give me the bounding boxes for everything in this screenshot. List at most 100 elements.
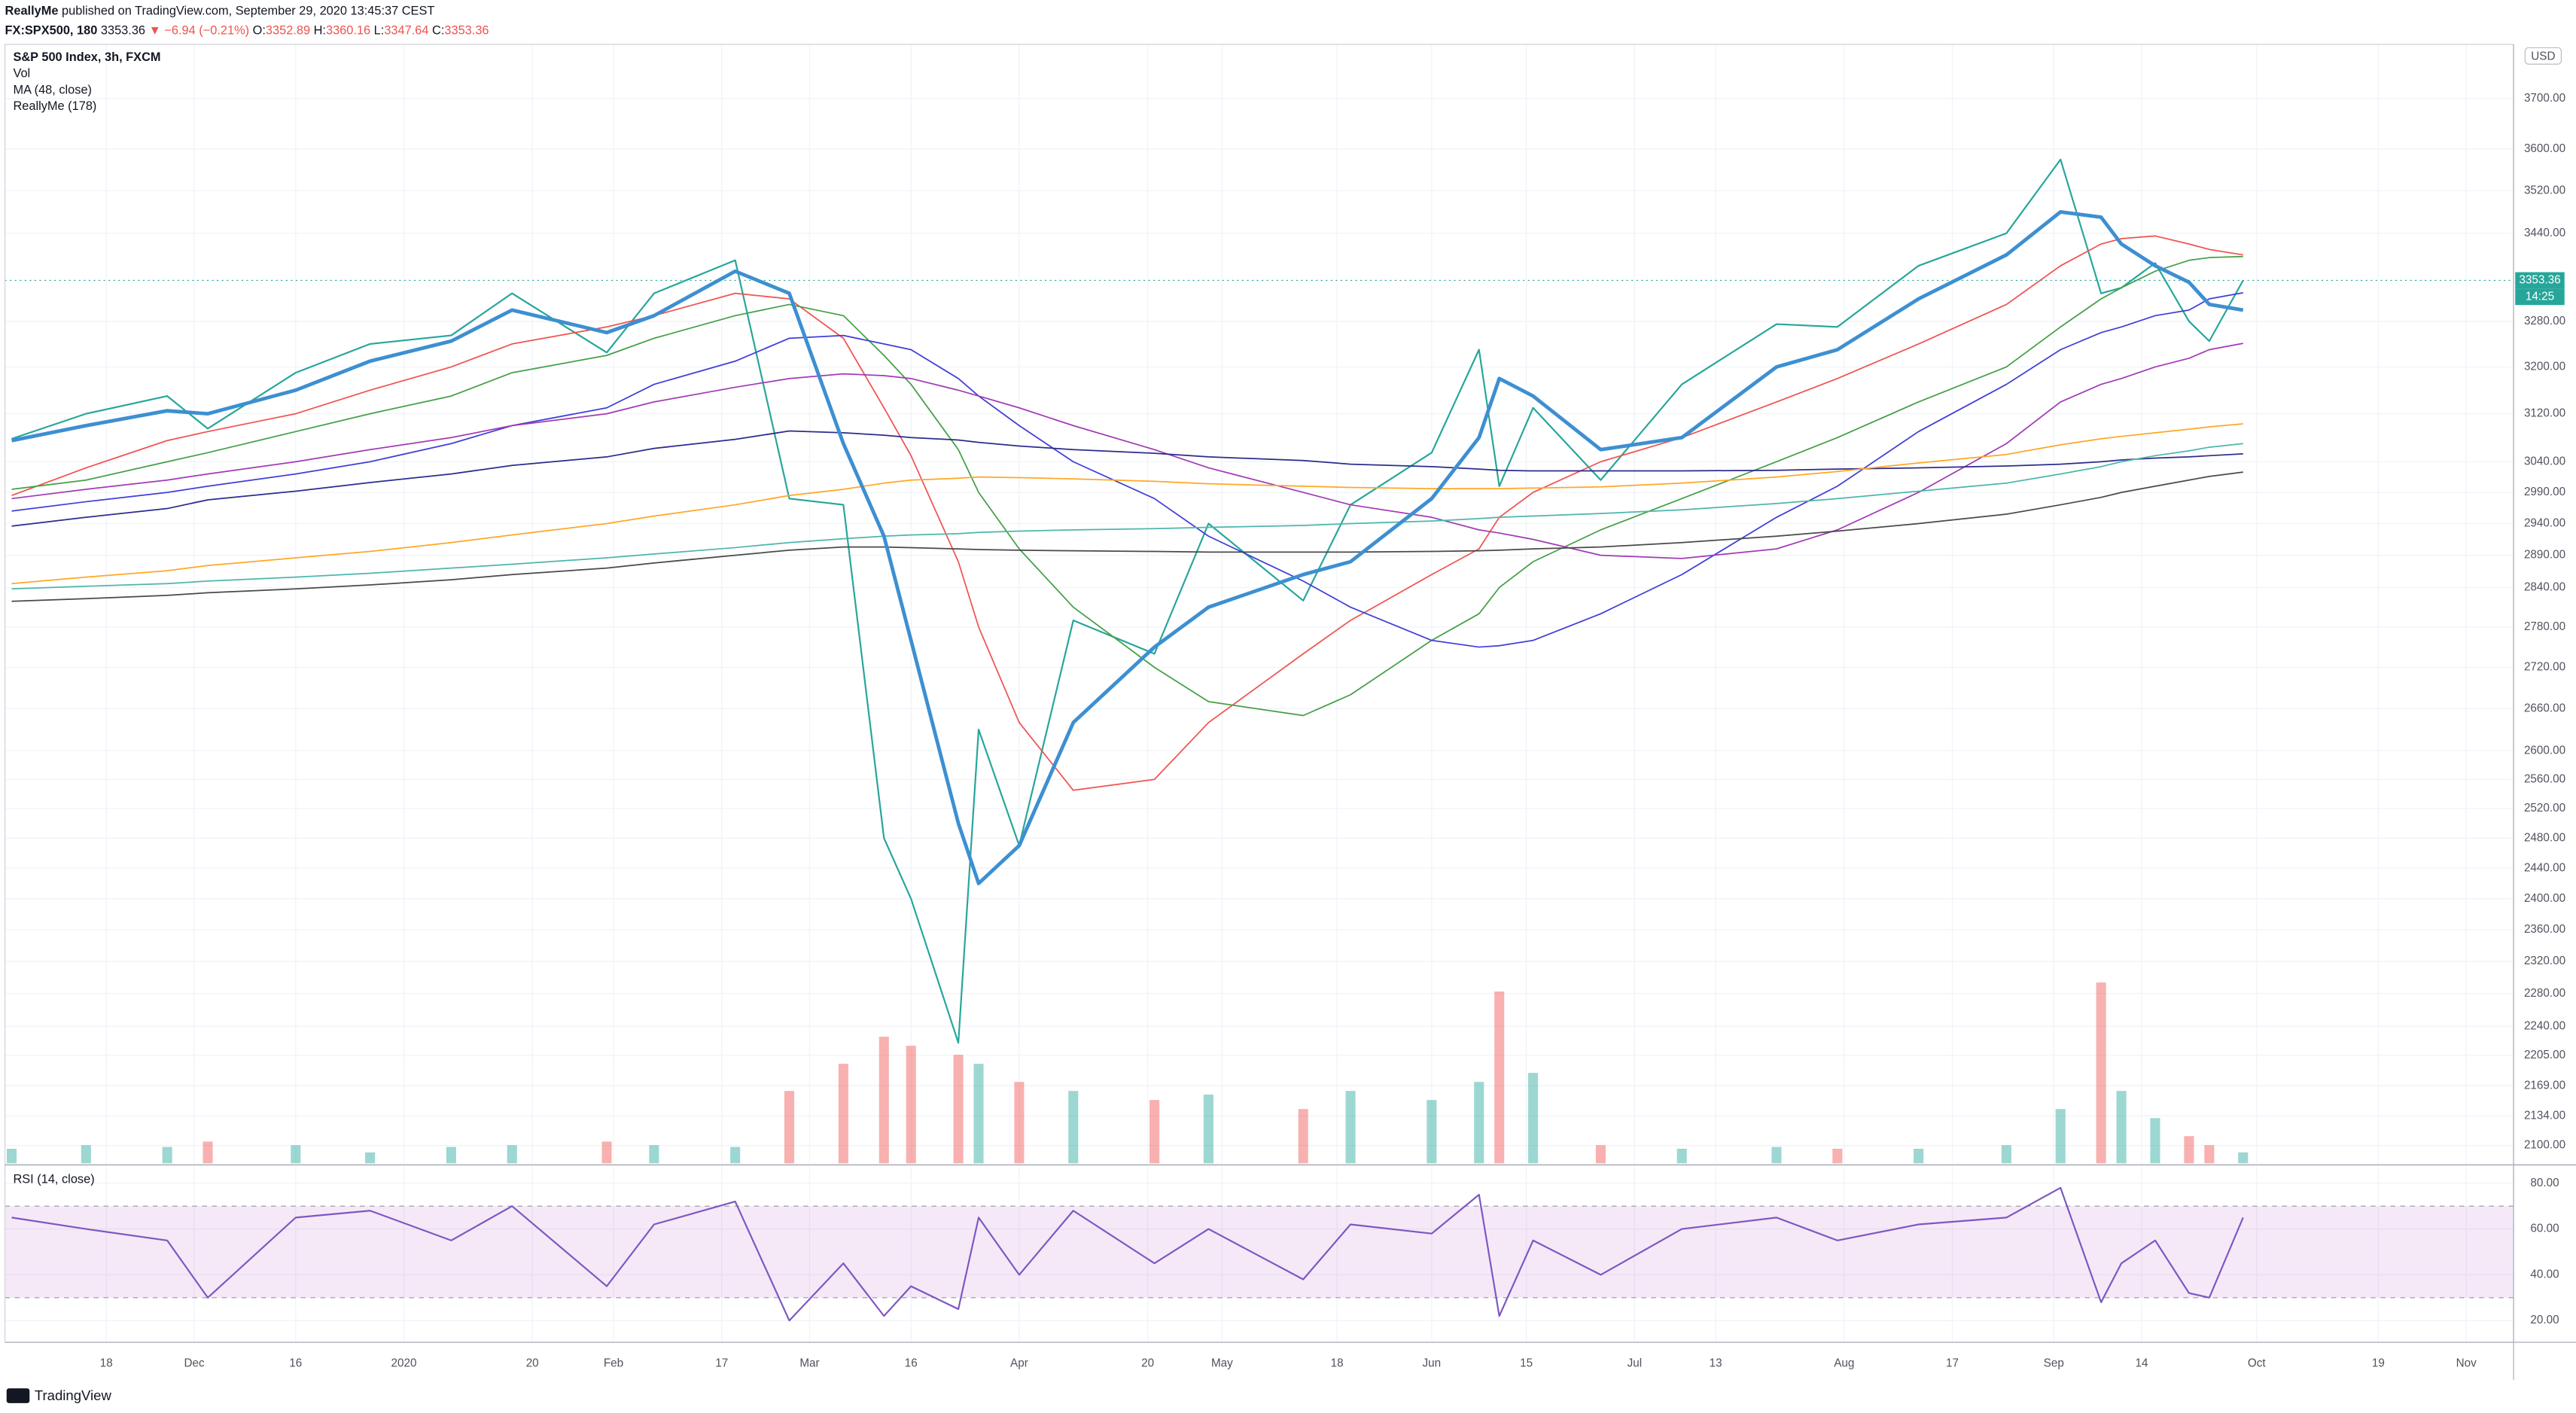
y-tick-label: 3600.00: [2524, 142, 2565, 155]
y-tick-label: 3280.00: [2524, 315, 2565, 327]
grid: [5, 44, 2514, 1343]
x-tick-label: Oct: [2248, 1357, 2267, 1369]
countdown-tag: [2515, 288, 2565, 306]
x-tick-label: 18: [1331, 1357, 1344, 1369]
y-tick-label: 2520.00: [2524, 802, 2565, 815]
volume-bar: [1203, 1094, 1213, 1164]
plot: [5, 158, 2514, 1322]
header-line-2: FX:SPX500, 180 3353.36 ▼ −6.94 (−0.21%) …: [5, 24, 489, 38]
y-tick-label: 2600.00: [2524, 744, 2565, 757]
rsi-band: [5, 1206, 2514, 1298]
volume-bar: [1474, 1082, 1484, 1164]
y-tick-label: 2480.00: [2524, 831, 2565, 844]
x-tick-label: Sep: [2044, 1357, 2064, 1369]
y-tick-label: 2560.00: [2524, 772, 2565, 785]
volume-bar: [1528, 1073, 1539, 1164]
last-price-tag: [2515, 272, 2565, 289]
ma-line: [11, 235, 2243, 791]
volume-bar: [1014, 1082, 1025, 1164]
volume-bar: [1149, 1100, 1160, 1164]
ma-line: [11, 430, 2243, 527]
c-value: 3353.36: [444, 24, 489, 38]
volume-bar: [446, 1147, 456, 1164]
brand-logo: [6, 1388, 30, 1403]
header-line-1: ReallyMe published on TradingView.com, S…: [5, 5, 435, 18]
x-tick-label: Aug: [1834, 1357, 1854, 1369]
ma-line: [11, 210, 2244, 885]
y-tick-label: 2205.00: [2524, 1049, 2565, 1061]
ma-line: [11, 292, 2243, 648]
volume-bar: [953, 1055, 964, 1164]
h-label: H:: [314, 24, 326, 38]
y-tick-label: 2840.00: [2524, 581, 2565, 594]
y-tick-label: 2890.00: [2524, 549, 2565, 562]
y-tick-label: 2440.00: [2524, 861, 2565, 874]
ma-line: [11, 343, 2243, 559]
x-tick-label: Jul: [1628, 1357, 1643, 1369]
volume-bar: [730, 1147, 741, 1164]
y-tick-label: 3120.00: [2524, 407, 2565, 420]
volume-bar: [81, 1145, 91, 1164]
countdown-label: 14:25: [2526, 290, 2554, 303]
currency-box: [2524, 47, 2562, 65]
y-tick-label: 2720.00: [2524, 661, 2565, 674]
x-tick-label: 17: [1946, 1357, 1959, 1369]
volume-bar: [1494, 991, 1505, 1164]
volume-bar: [202, 1141, 213, 1164]
brand: TradingView: [6, 1387, 112, 1403]
volume-bar: [1771, 1147, 1782, 1164]
change: ▼ −6.94 (−0.21%): [149, 24, 250, 38]
brand-name: TradingView: [35, 1387, 112, 1403]
y-tick-label: 2780.00: [2524, 620, 2565, 633]
volume-bar: [291, 1145, 301, 1164]
y-tick-label: 2280.00: [2524, 987, 2565, 1000]
x-tick-label: Feb: [604, 1357, 623, 1369]
volume-bar: [2184, 1136, 2194, 1164]
l-label: L:: [374, 24, 385, 38]
volume-bar: [365, 1152, 376, 1164]
volume-bar: [6, 1149, 17, 1164]
x-tick-label: 14: [2136, 1357, 2148, 1369]
volume-bar: [2096, 982, 2106, 1164]
main-title: S&P 500 Index, 3h, FXCM: [13, 50, 160, 64]
volume-bar: [2116, 1091, 2127, 1164]
y-tick-label: 3440.00: [2524, 227, 2565, 239]
h-value: 3360.16: [326, 24, 370, 38]
y-tick-label: 2990.00: [2524, 486, 2565, 498]
volume-bar: [2055, 1109, 2066, 1164]
ma-line: [11, 443, 2243, 590]
volume-bar: [2001, 1145, 2011, 1164]
y-tick-label: 2240.00: [2524, 1019, 2565, 1032]
volume-bar: [1298, 1109, 1308, 1164]
y-tick-label: 3200.00: [2524, 360, 2565, 373]
ma-line: [11, 471, 2243, 602]
y-tick-label: 2100.00: [2524, 1139, 2565, 1152]
x-tick-label: 15: [1520, 1357, 1533, 1369]
volume-bar: [1595, 1145, 1606, 1164]
volume-bar: [1832, 1149, 1843, 1164]
x-tick-label: Jun: [1423, 1357, 1442, 1369]
x-tick-label: 19: [2372, 1357, 2385, 1369]
rsi-line: [11, 1186, 2244, 1322]
volume-bar: [649, 1145, 659, 1164]
c-label: C:: [432, 24, 444, 38]
y-tick-label: 2320.00: [2524, 955, 2565, 967]
y-tick-label: 3520.00: [2524, 184, 2565, 196]
volume-bar: [507, 1145, 517, 1164]
price-line: [11, 158, 2244, 1044]
x-tick-label: Apr: [1010, 1357, 1028, 1369]
volume-bar: [1914, 1149, 1924, 1164]
x-tick-label: Mar: [799, 1357, 819, 1369]
o-label: O:: [253, 24, 266, 38]
volume-bar: [906, 1046, 916, 1164]
rsi-title: RSI (14, close): [13, 1172, 94, 1186]
rsi-tick-label: 20.00: [2530, 1314, 2559, 1326]
volume-bar: [601, 1141, 612, 1164]
y-tick-label: 2169.00: [2524, 1079, 2565, 1092]
volume-bar: [878, 1037, 889, 1164]
y-tick-label: 2660.00: [2524, 702, 2565, 714]
volume-bar: [784, 1091, 795, 1164]
ma-line: [11, 255, 2243, 717]
volume-bar: [1676, 1149, 1687, 1164]
x-tick-label: Nov: [2456, 1357, 2477, 1369]
